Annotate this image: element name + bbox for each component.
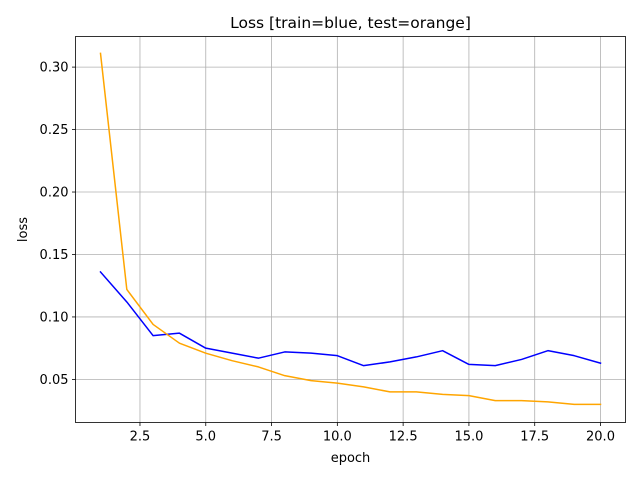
chart-title: Loss [train=blue, test=orange]	[230, 14, 471, 32]
y-tick-label: 0.25	[40, 123, 69, 138]
y-tick-label: 0.30	[40, 61, 69, 76]
x-tick-label: 10.0	[323, 430, 352, 445]
y-tick-label: 0.10	[40, 310, 69, 325]
y-tick-label: 0.05	[40, 373, 69, 388]
x-tick-label: 20.0	[586, 430, 615, 445]
x-tick-label: 12.5	[389, 430, 418, 445]
y-axis-label: loss	[16, 217, 31, 242]
y-axis-ticks: 0.05 0.10 0.15 0.20 0.25 0.30	[40, 61, 76, 388]
series-layer	[99, 52, 602, 406]
x-tick-label: 15.0	[454, 430, 483, 445]
test-loss-line	[99, 52, 602, 406]
x-tick-label: 17.5	[520, 430, 549, 445]
y-tick-label: 0.15	[40, 248, 69, 263]
x-axis-label: epoch	[331, 451, 371, 466]
x-tick-label: 5.0	[195, 430, 216, 445]
x-axis-ticks: 2.5 5.0 7.5 10.0 12.5 15.0 17.5 20.0	[130, 422, 615, 445]
grid	[75, 36, 626, 423]
x-tick-label: 2.5	[130, 430, 151, 445]
plot-frame	[75, 36, 626, 423]
y-tick-label: 0.20	[40, 186, 69, 201]
x-tick-label: 7.5	[261, 430, 282, 445]
train-loss-line	[99, 270, 602, 367]
